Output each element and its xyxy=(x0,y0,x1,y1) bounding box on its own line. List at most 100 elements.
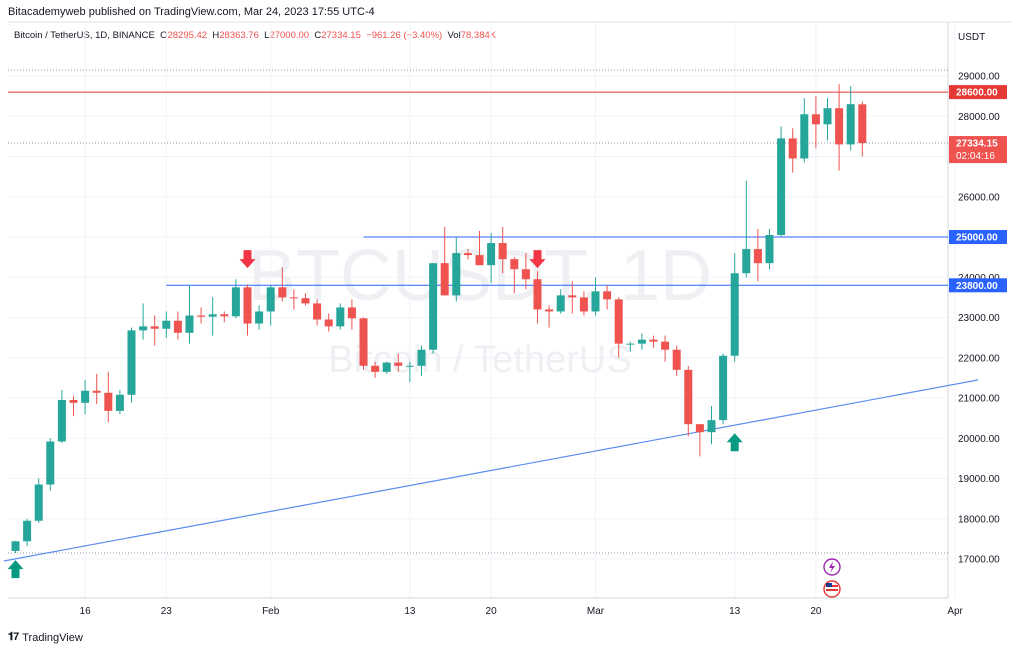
level-price-tag xyxy=(949,230,1007,244)
candle xyxy=(208,297,217,336)
candle-body xyxy=(81,390,90,403)
down-arrow-icon xyxy=(529,250,546,269)
candle-body xyxy=(823,108,832,125)
candle xyxy=(313,299,322,326)
candle-body xyxy=(139,326,148,331)
candle xyxy=(405,361,414,382)
us-flag-icon[interactable] xyxy=(823,580,841,598)
candle xyxy=(452,237,461,302)
candle-body xyxy=(510,259,519,270)
candle xyxy=(858,101,867,157)
y-tick-label: 29000.00 xyxy=(958,72,1000,83)
candle xyxy=(11,540,20,553)
low-label: L xyxy=(264,30,270,41)
candle xyxy=(301,293,310,306)
candle-body xyxy=(208,314,217,317)
close-label: C xyxy=(314,30,322,41)
candle-body xyxy=(266,287,275,312)
candle-body xyxy=(34,484,43,521)
candle-body xyxy=(649,339,658,342)
candle xyxy=(777,126,786,237)
candle xyxy=(475,230,484,266)
candle-body xyxy=(11,541,20,551)
x-tick-label: 20 xyxy=(486,606,498,617)
candle-body xyxy=(835,108,844,145)
volume-label: Vol xyxy=(447,30,461,41)
low-value: 27000.00 xyxy=(269,30,310,41)
candle xyxy=(707,406,716,445)
candle-body xyxy=(313,303,322,320)
candle-body xyxy=(533,279,542,310)
candle xyxy=(556,289,565,314)
candle-body xyxy=(46,441,55,485)
candle-body xyxy=(719,355,728,421)
candle-body xyxy=(730,273,739,356)
candle-body xyxy=(603,291,612,300)
candles xyxy=(11,84,867,553)
last-price-tag xyxy=(949,136,1007,164)
candle xyxy=(150,315,159,346)
candle-body xyxy=(104,392,113,411)
level-price-label: 28600.00 xyxy=(956,88,998,99)
candle-body xyxy=(371,365,380,372)
candle-body xyxy=(185,315,194,333)
up-arrow-icon xyxy=(726,433,743,452)
lightning-icon[interactable] xyxy=(823,558,841,576)
candle-body xyxy=(173,320,182,333)
x-tick-label: 13 xyxy=(404,606,416,617)
candle xyxy=(220,311,229,323)
candle-body xyxy=(498,243,507,260)
candle-body xyxy=(92,390,101,393)
candle xyxy=(115,389,124,415)
candle-body xyxy=(382,362,391,372)
candle xyxy=(626,341,635,352)
candle-body xyxy=(777,138,786,235)
candle-body xyxy=(150,326,159,329)
candle-body xyxy=(463,253,472,256)
open-value: 28295.42 xyxy=(167,30,208,41)
candle xyxy=(440,226,449,296)
candle xyxy=(811,96,820,149)
candle-body xyxy=(127,330,136,395)
candle-body xyxy=(753,249,762,264)
footer-brand: 𝟏7 TradingView xyxy=(8,631,83,644)
candle-body xyxy=(405,365,414,367)
candle-body xyxy=(661,341,670,350)
change-value: −961.26 (−3.40%) xyxy=(366,30,443,41)
candle xyxy=(371,361,380,378)
candle xyxy=(359,317,368,370)
candle-body xyxy=(811,114,820,125)
candle xyxy=(394,353,403,372)
footer-brand-name: TradingView xyxy=(22,631,83,644)
candle-body xyxy=(521,269,530,280)
candle-body xyxy=(220,314,229,317)
candle-body xyxy=(347,307,356,319)
chart-grid xyxy=(8,22,956,598)
candle-body xyxy=(231,287,240,317)
publisher-caption: Bitacademyweb published on TradingView.c… xyxy=(8,6,375,18)
candle xyxy=(649,335,658,348)
candle-body xyxy=(846,104,855,145)
candle xyxy=(127,327,136,403)
candle xyxy=(289,289,298,310)
candle-body xyxy=(23,520,32,542)
candle xyxy=(684,365,693,437)
candle xyxy=(429,263,438,354)
candle xyxy=(753,228,762,282)
candle xyxy=(104,371,113,423)
candle xyxy=(719,353,728,425)
candle xyxy=(742,180,751,278)
ohlc-legend: Bitcoin / TetherUS, 1D, BINANCE O28295.4… xyxy=(14,30,496,41)
x-tick-label: Mar xyxy=(587,606,605,617)
time-axis[interactable]: 16 23 Feb 13 20 Mar 13 20 Apr xyxy=(80,606,964,617)
level-price-tag xyxy=(949,85,1007,100)
candle-body xyxy=(255,311,264,324)
candle xyxy=(510,257,519,294)
candle xyxy=(672,345,681,376)
symbol-title[interactable]: Bitcoin / TetherUS, 1D, BINANCE xyxy=(14,30,155,41)
candle-body xyxy=(278,287,287,298)
candle-body xyxy=(487,243,496,266)
candle xyxy=(162,311,171,338)
candle-body xyxy=(672,349,681,370)
